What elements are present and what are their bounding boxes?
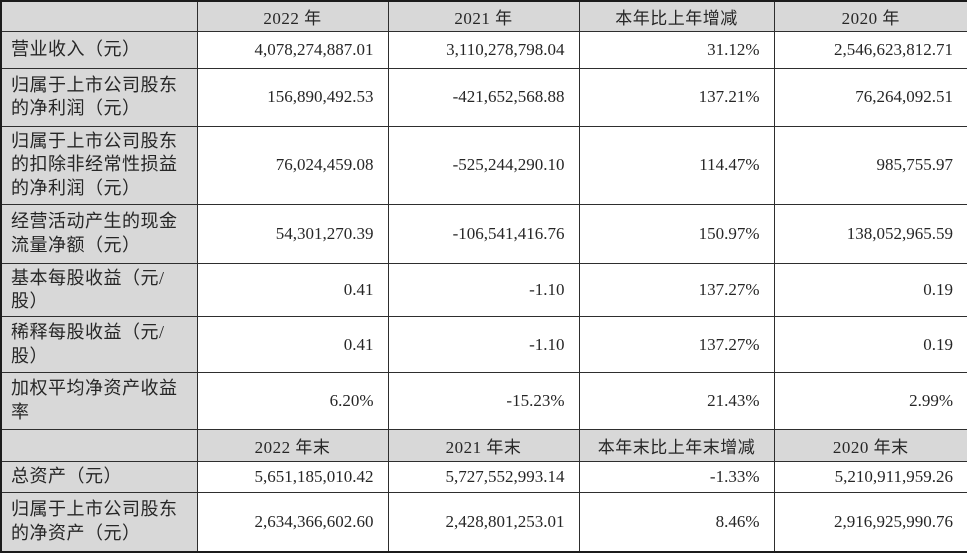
total-assets-2021: 5,727,552,993.14: [387, 460, 580, 494]
revenue-change: 31.12%: [578, 31, 775, 70]
net-profit-deducted-2020: 985,755.97: [773, 125, 967, 206]
row-weighted-roe: 加权平均净资产收益 率 6.20% -15.23% 21.43% 2.99%: [0, 372, 967, 430]
basic-eps-change: 137.27%: [578, 263, 775, 318]
cash-flow-2020: 138,052,965.59: [773, 204, 967, 265]
basic-eps-2022: 0.41: [196, 263, 389, 318]
diluted-eps-2021: -1.10: [387, 316, 580, 374]
row-label-net-assets: 归属于上市公司股东 的净资产（元）: [0, 492, 198, 553]
row-label-revenue: 营业收入（元）: [0, 31, 198, 70]
revenue-2022: 4,078,274,887.01: [196, 31, 389, 70]
net-profit-2021: -421,652,568.88: [387, 68, 580, 127]
diluted-eps-change: 137.27%: [578, 316, 775, 374]
total-assets-2022: 5,651,185,010.42: [196, 460, 389, 494]
diluted-eps-2020: 0.19: [773, 316, 967, 374]
row-label-weighted-roe: 加权平均净资产收益 率: [0, 372, 198, 430]
net-profit-change: 137.21%: [578, 68, 775, 127]
net-assets-change: 8.46%: [578, 492, 775, 553]
row-basic-eps: 基本每股收益（元/ 股） 0.41 -1.10 137.27% 0.19: [0, 263, 967, 318]
net-assets-2022: 2,634,366,602.60: [196, 492, 389, 553]
row-revenue: 营业收入（元） 4,078,274,887.01 3,110,278,798.0…: [0, 31, 967, 70]
net-profit-deducted-2022: 76,024,459.08: [196, 125, 389, 206]
revenue-2020: 2,546,623,812.71: [773, 31, 967, 70]
header-yearend-2021: 2021 年末: [387, 428, 580, 462]
cash-flow-change: 150.97%: [578, 204, 775, 265]
row-label-diluted-eps: 稀释每股收益（元/ 股）: [0, 316, 198, 374]
weighted-roe-2022: 6.20%: [196, 372, 389, 430]
row-net-assets: 归属于上市公司股东 的净资产（元） 2,634,366,602.60 2,428…: [0, 492, 967, 553]
row-operating-cash-flow: 经营活动产生的现金 流量净额（元） 54,301,270.39 -106,541…: [0, 204, 967, 265]
header-empty-cell: [0, 0, 198, 33]
header-year-2020: 2020 年: [773, 0, 967, 33]
basic-eps-2021: -1.10: [387, 263, 580, 318]
header-year-2022: 2022 年: [196, 0, 389, 33]
header-year-2021: 2021 年: [387, 0, 580, 33]
cash-flow-2022: 54,301,270.39: [196, 204, 389, 265]
income-header-row: 2022 年 2021 年 本年比上年增减 2020 年: [0, 0, 967, 33]
row-label-operating-cash-flow: 经营活动产生的现金 流量净额（元）: [0, 204, 198, 265]
basic-eps-2020: 0.19: [773, 263, 967, 318]
cash-flow-2021: -106,541,416.76: [387, 204, 580, 265]
net-profit-deducted-2021: -525,244,290.10: [387, 125, 580, 206]
weighted-roe-2020: 2.99%: [773, 372, 967, 430]
diluted-eps-2022: 0.41: [196, 316, 389, 374]
row-net-profit: 归属于上市公司股东 的净利润（元） 156,890,492.53 -421,65…: [0, 68, 967, 127]
balance-header-row: 2022 年末 2021 年末 本年末比上年末增减 2020 年末: [0, 428, 967, 462]
net-profit-2020: 76,264,092.51: [773, 68, 967, 127]
net-assets-2020: 2,916,925,990.76: [773, 492, 967, 553]
weighted-roe-2021: -15.23%: [387, 372, 580, 430]
row-total-assets: 总资产（元） 5,651,185,010.42 5,727,552,993.14…: [0, 460, 967, 494]
net-profit-2022: 156,890,492.53: [196, 68, 389, 127]
header-yearend-2020: 2020 年末: [773, 428, 967, 462]
row-label-net-profit: 归属于上市公司股东 的净利润（元）: [0, 68, 198, 127]
row-label-total-assets: 总资产（元）: [0, 460, 198, 494]
header-yearend-change: 本年末比上年末增减: [578, 428, 775, 462]
row-label-net-profit-deducted: 归属于上市公司股东 的扣除非经常性损益 的净利润（元）: [0, 125, 198, 206]
row-diluted-eps: 稀释每股收益（元/ 股） 0.41 -1.10 137.27% 0.19: [0, 316, 967, 374]
net-assets-2021: 2,428,801,253.01: [387, 492, 580, 553]
header-yoy-change: 本年比上年增减: [578, 0, 775, 33]
row-label-basic-eps: 基本每股收益（元/ 股）: [0, 263, 198, 318]
total-assets-2020: 5,210,911,959.26: [773, 460, 967, 494]
weighted-roe-change: 21.43%: [578, 372, 775, 430]
header2-empty-cell: [0, 428, 198, 462]
total-assets-change: -1.33%: [578, 460, 775, 494]
revenue-2021: 3,110,278,798.04: [387, 31, 580, 70]
row-net-profit-deducted: 归属于上市公司股东 的扣除非经常性损益 的净利润（元） 76,024,459.0…: [0, 125, 967, 206]
header-yearend-2022: 2022 年末: [196, 428, 389, 462]
net-profit-deducted-change: 114.47%: [578, 125, 775, 206]
